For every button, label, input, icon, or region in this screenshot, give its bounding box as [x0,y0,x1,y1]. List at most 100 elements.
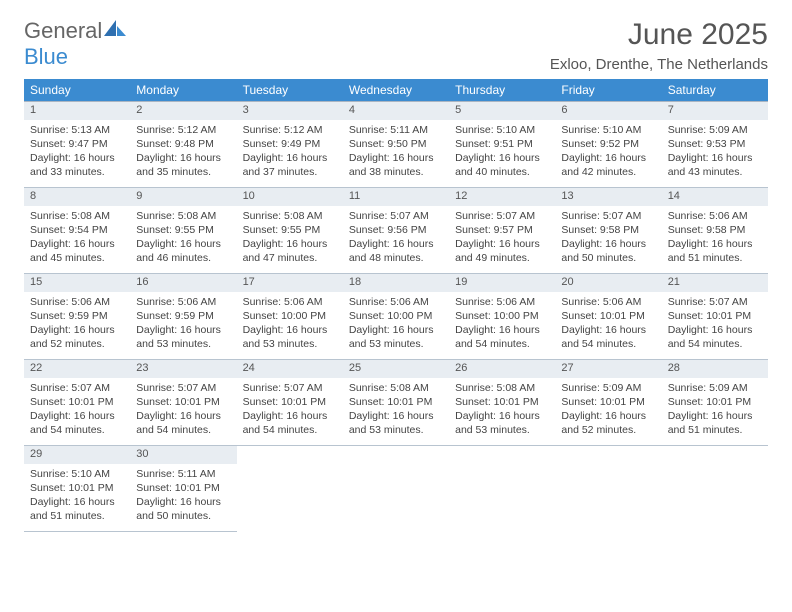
logo-sail-icon [104,20,126,38]
sunset-line: Sunset: 10:00 PM [243,309,337,323]
daylight-line: Daylight: 16 hours and 53 minutes. [349,323,443,351]
daylight-line: Daylight: 16 hours and 33 minutes. [30,151,124,179]
daynum-row: 22232425262728 [24,360,768,378]
daylight-line: Daylight: 16 hours and 49 minutes. [455,237,549,265]
daylight-line: Daylight: 16 hours and 53 minutes. [243,323,337,351]
daylight-line: Daylight: 16 hours and 52 minutes. [561,409,655,437]
day-content-cell: Sunrise: 5:09 AMSunset: 10:01 PMDaylight… [555,378,661,446]
day-content-cell: Sunrise: 5:11 AMSunset: 9:50 PMDaylight:… [343,120,449,188]
daylight-line: Daylight: 16 hours and 53 minutes. [349,409,443,437]
day-number-cell: 4 [343,102,449,120]
logo-word-general: General [24,18,102,43]
sunset-line: Sunset: 9:51 PM [455,137,549,151]
page-title: June 2025 [550,18,768,52]
sunset-line: Sunset: 9:49 PM [243,137,337,151]
sunset-line: Sunset: 9:48 PM [136,137,230,151]
sunset-line: Sunset: 9:52 PM [561,137,655,151]
day-number-cell: 27 [555,360,661,378]
sunset-line: Sunset: 10:01 PM [243,395,337,409]
sunset-line: Sunset: 10:01 PM [136,481,230,495]
day-number-cell: 17 [237,274,343,292]
day-number-cell: 1 [24,102,130,120]
sunset-line: Sunset: 9:47 PM [30,137,124,151]
sunset-line: Sunset: 9:55 PM [243,223,337,237]
day-number-cell: 28 [662,360,768,378]
sunrise-line: Sunrise: 5:06 AM [455,295,549,309]
sunset-line: Sunset: 9:57 PM [455,223,549,237]
day-number-cell: 24 [237,360,343,378]
content-row: Sunrise: 5:10 AMSunset: 10:01 PMDaylight… [24,464,768,532]
daynum-row: 1234567 [24,102,768,120]
day-number-cell [555,446,661,464]
sunrise-line: Sunrise: 5:06 AM [561,295,655,309]
sunset-line: Sunset: 10:01 PM [561,395,655,409]
sunset-line: Sunset: 10:01 PM [30,481,124,495]
day-number-cell: 10 [237,188,343,206]
day-number-cell: 11 [343,188,449,206]
sunrise-line: Sunrise: 5:07 AM [561,209,655,223]
sunrise-line: Sunrise: 5:07 AM [455,209,549,223]
sunrise-line: Sunrise: 5:08 AM [349,381,443,395]
day-content-cell: Sunrise: 5:10 AMSunset: 10:01 PMDaylight… [24,464,130,532]
day-header: Friday [555,79,661,102]
sunset-line: Sunset: 9:59 PM [136,309,230,323]
day-number-cell: 12 [449,188,555,206]
daylight-line: Daylight: 16 hours and 46 minutes. [136,237,230,265]
day-number-cell: 23 [130,360,236,378]
sunset-line: Sunset: 9:50 PM [349,137,443,151]
sunset-line: Sunset: 9:59 PM [30,309,124,323]
daylight-line: Daylight: 16 hours and 43 minutes. [668,151,762,179]
day-content-cell: Sunrise: 5:07 AMSunset: 9:56 PMDaylight:… [343,206,449,274]
sunrise-line: Sunrise: 5:10 AM [30,467,124,481]
day-header-row: SundayMondayTuesdayWednesdayThursdayFrid… [24,79,768,102]
day-content-cell: Sunrise: 5:08 AMSunset: 9:54 PMDaylight:… [24,206,130,274]
sunset-line: Sunset: 10:01 PM [455,395,549,409]
daylight-line: Daylight: 16 hours and 51 minutes. [668,237,762,265]
sunset-line: Sunset: 9:58 PM [668,223,762,237]
sunrise-line: Sunrise: 5:10 AM [561,123,655,137]
daylight-line: Daylight: 16 hours and 54 minutes. [243,409,337,437]
day-number-cell: 13 [555,188,661,206]
day-number-cell: 19 [449,274,555,292]
day-number-cell: 6 [555,102,661,120]
sunrise-line: Sunrise: 5:07 AM [668,295,762,309]
calendar-table: SundayMondayTuesdayWednesdayThursdayFrid… [24,79,768,532]
day-content-cell: Sunrise: 5:08 AMSunset: 10:01 PMDaylight… [343,378,449,446]
sunrise-line: Sunrise: 5:06 AM [243,295,337,309]
sunrise-line: Sunrise: 5:09 AM [561,381,655,395]
day-content-cell: Sunrise: 5:10 AMSunset: 9:52 PMDaylight:… [555,120,661,188]
sunrise-line: Sunrise: 5:06 AM [668,209,762,223]
day-content-cell [555,464,661,532]
daylight-line: Daylight: 16 hours and 51 minutes. [668,409,762,437]
sunrise-line: Sunrise: 5:07 AM [30,381,124,395]
day-content-cell: Sunrise: 5:08 AMSunset: 10:01 PMDaylight… [449,378,555,446]
day-content-cell: Sunrise: 5:07 AMSunset: 10:01 PMDaylight… [130,378,236,446]
day-content-cell: Sunrise: 5:06 AMSunset: 10:01 PMDaylight… [555,292,661,360]
daylight-line: Daylight: 16 hours and 54 minutes. [136,409,230,437]
daylight-line: Daylight: 16 hours and 35 minutes. [136,151,230,179]
daylight-line: Daylight: 16 hours and 52 minutes. [30,323,124,351]
sunrise-line: Sunrise: 5:07 AM [349,209,443,223]
day-number-cell: 9 [130,188,236,206]
sunset-line: Sunset: 10:01 PM [30,395,124,409]
day-content-cell: Sunrise: 5:06 AMSunset: 9:59 PMDaylight:… [130,292,236,360]
logo: General Blue [24,18,126,70]
sunset-line: Sunset: 9:55 PM [136,223,230,237]
sunset-line: Sunset: 10:01 PM [349,395,443,409]
sunrise-line: Sunrise: 5:07 AM [136,381,230,395]
day-header: Tuesday [237,79,343,102]
day-header: Wednesday [343,79,449,102]
content-row: Sunrise: 5:06 AMSunset: 9:59 PMDaylight:… [24,292,768,360]
day-number-cell: 15 [24,274,130,292]
sunset-line: Sunset: 9:58 PM [561,223,655,237]
day-content-cell: Sunrise: 5:06 AMSunset: 10:00 PMDaylight… [343,292,449,360]
content-row: Sunrise: 5:07 AMSunset: 10:01 PMDaylight… [24,378,768,446]
sunrise-line: Sunrise: 5:06 AM [136,295,230,309]
day-content-cell: Sunrise: 5:06 AMSunset: 9:59 PMDaylight:… [24,292,130,360]
day-content-cell: Sunrise: 5:08 AMSunset: 9:55 PMDaylight:… [237,206,343,274]
sunrise-line: Sunrise: 5:10 AM [455,123,549,137]
day-number-cell: 2 [130,102,236,120]
daylight-line: Daylight: 16 hours and 53 minutes. [455,409,549,437]
day-number-cell [343,446,449,464]
daylight-line: Daylight: 16 hours and 50 minutes. [136,495,230,523]
